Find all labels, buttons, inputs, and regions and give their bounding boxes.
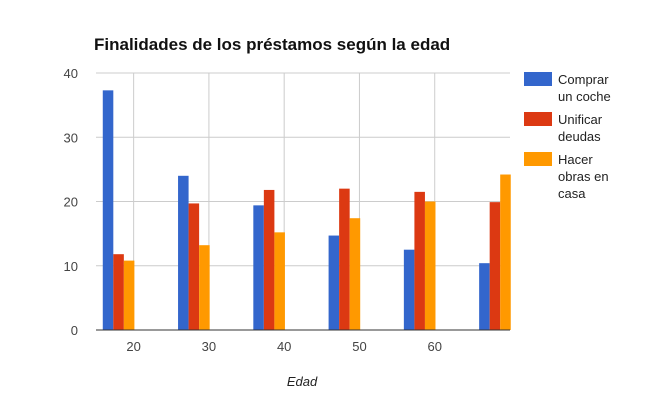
legend-label: Unificar deudas	[558, 112, 603, 144]
x-tick-label: 40	[277, 339, 291, 354]
bar	[403, 249, 415, 330]
bar	[414, 191, 425, 330]
legend: Comprar un coche Unificar deudas Hacer obras …	[524, 72, 611, 201]
bar	[349, 218, 361, 330]
grid-layer	[96, 72, 510, 330]
legend-label: Comprar un coche	[558, 72, 611, 104]
y-tick-label: 20	[64, 195, 78, 210]
bar	[500, 174, 511, 330]
x-axis-label: Edad	[287, 374, 318, 389]
bar	[102, 90, 114, 330]
bar	[328, 235, 340, 330]
bar	[274, 232, 285, 330]
x-tick-label: 30	[202, 339, 216, 354]
bar	[253, 205, 264, 330]
x-tick-label: 60	[427, 339, 441, 354]
y-tick-label: 10	[64, 259, 78, 274]
bar	[123, 260, 135, 330]
bar	[178, 175, 189, 330]
y-tick-label: 40	[64, 66, 78, 81]
bar	[188, 203, 200, 330]
bar	[424, 201, 436, 330]
bar	[489, 202, 501, 330]
bar	[199, 245, 210, 330]
y-tick-label: 30	[64, 130, 78, 145]
y-tick-label: 0	[71, 323, 78, 338]
legend-swatch	[524, 72, 552, 86]
x-tick-label: 50	[352, 339, 366, 354]
axis-layer: 0 10 20 30 40 20 30 40 50 60	[64, 66, 510, 354]
bar	[263, 189, 275, 330]
bar	[113, 254, 124, 330]
x-tick-label: 20	[126, 339, 140, 354]
legend-label: Hacer obras en casa	[558, 152, 609, 201]
bars-layer	[102, 90, 511, 330]
legend-swatch	[524, 152, 552, 166]
bar	[479, 263, 490, 330]
bar	[339, 188, 350, 330]
chart-title: Finalidades de los préstamos según la ed…	[94, 35, 450, 54]
legend-swatch	[524, 112, 552, 126]
